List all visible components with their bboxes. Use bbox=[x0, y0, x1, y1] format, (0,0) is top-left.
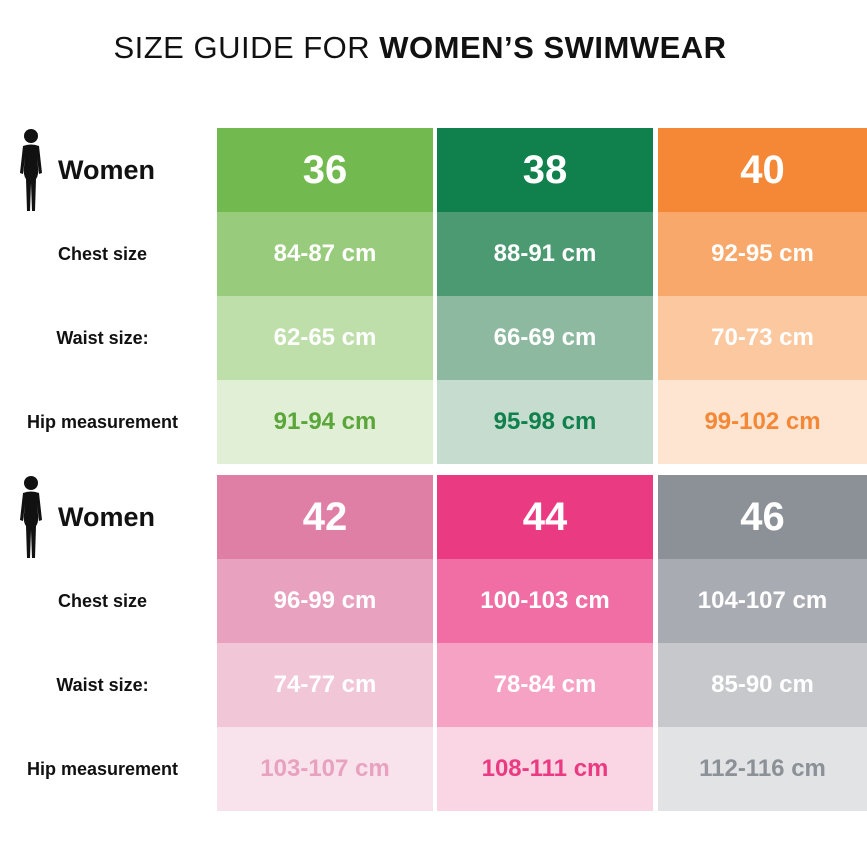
hip-value: 112-116 cm bbox=[658, 727, 867, 811]
hip-value: 108-111 cm bbox=[437, 727, 653, 811]
chest-size-label: Chest size bbox=[57, 243, 148, 264]
title-emphasis: WOMEN’S SWIMWEAR bbox=[379, 30, 727, 65]
women-label: Women bbox=[58, 501, 156, 532]
hip-value: 91-94 cm bbox=[217, 380, 433, 464]
women-header: Women bbox=[14, 475, 214, 559]
chest-value: 100-103 cm bbox=[437, 559, 653, 643]
hip-value: 103-107 cm bbox=[217, 727, 433, 811]
waist-value: 78-84 cm bbox=[437, 643, 653, 727]
size-header: 46 bbox=[658, 475, 867, 559]
waist-value: 74-77 cm bbox=[217, 643, 433, 727]
size-header: 42 bbox=[217, 475, 433, 559]
waist-size-label: Waist size: bbox=[56, 674, 149, 695]
waist-value: 70-73 cm bbox=[658, 296, 867, 380]
size-column: 42 96-99 cm 74-77 cm 103-107 cm bbox=[217, 475, 433, 813]
size-header: 44 bbox=[437, 475, 653, 559]
chest-value: 96-99 cm bbox=[217, 559, 433, 643]
waist-size-label: Waist size: bbox=[56, 327, 149, 348]
hip-value: 99-102 cm bbox=[658, 380, 867, 464]
woman-figure-icon bbox=[20, 476, 42, 558]
row-labels: Women Chest size Waist size: Hip measure… bbox=[0, 475, 210, 815]
hip-measurement-label: Hip measurement bbox=[26, 411, 179, 432]
page-title: SIZE GUIDE FOR WOMEN’S SWIMWEAR bbox=[0, 30, 840, 66]
woman-figure-icon bbox=[20, 129, 42, 211]
chest-value: 92-95 cm bbox=[658, 212, 867, 296]
waist-value: 85-90 cm bbox=[658, 643, 867, 727]
size-column: 40 92-95 cm 70-73 cm 99-102 cm bbox=[658, 128, 867, 466]
size-header: 36 bbox=[217, 128, 433, 212]
size-header: 38 bbox=[437, 128, 653, 212]
chest-size-label: Chest size bbox=[57, 590, 148, 611]
hip-measurement-label: Hip measurement bbox=[26, 758, 179, 779]
size-column: 38 88-91 cm 66-69 cm 95-98 cm bbox=[437, 128, 653, 466]
size-block-1: Women Chest size Waist size: Hip measure… bbox=[0, 128, 867, 468]
size-column: 36 84-87 cm 62-65 cm 91-94 cm bbox=[217, 128, 433, 466]
size-column: 44 100-103 cm 78-84 cm 108-111 cm bbox=[437, 475, 653, 813]
size-column: 46 104-107 cm 85-90 cm 112-116 cm bbox=[658, 475, 867, 813]
chest-value: 84-87 cm bbox=[217, 212, 433, 296]
title-prefix: SIZE GUIDE FOR bbox=[113, 30, 380, 65]
chest-value: 104-107 cm bbox=[658, 559, 867, 643]
size-header: 40 bbox=[658, 128, 867, 212]
waist-value: 66-69 cm bbox=[437, 296, 653, 380]
chest-value: 88-91 cm bbox=[437, 212, 653, 296]
row-labels: Women Chest size Waist size: Hip measure… bbox=[0, 128, 210, 468]
size-block-2: Women Chest size Waist size: Hip measure… bbox=[0, 475, 867, 815]
hip-value: 95-98 cm bbox=[437, 380, 653, 464]
women-label: Women bbox=[58, 154, 156, 185]
waist-value: 62-65 cm bbox=[217, 296, 433, 380]
women-header: Women bbox=[14, 128, 214, 212]
